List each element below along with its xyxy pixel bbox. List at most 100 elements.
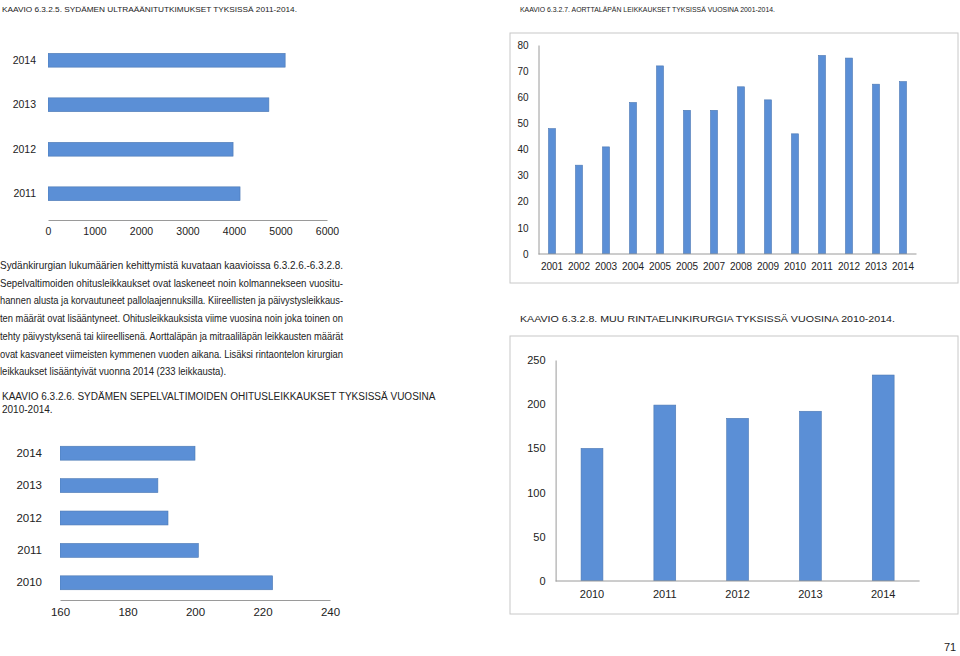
chart-title: KAAVIO 6.3.2.5. SYDÄMEN ULTRAÄÄNITUTKIMU… xyxy=(2,5,297,14)
chart: KAAVIO 6.3.2.6. SYDÄMEN SEPELVALTIMOIDEN… xyxy=(2,391,436,618)
paragraph-line: Sydänkirurgian lukumäärien kehittymistä … xyxy=(0,259,343,271)
bar xyxy=(60,511,168,525)
tick-label: 240 xyxy=(321,606,340,618)
tick-label: 2014 xyxy=(892,261,915,272)
tick-label: 2011 xyxy=(811,261,833,272)
bar xyxy=(683,110,690,254)
tick-label: 80 xyxy=(517,40,529,51)
tick: 4000 xyxy=(223,220,247,237)
tick-label: 2012 xyxy=(838,261,861,272)
tick-label: 60 xyxy=(517,92,529,103)
bar xyxy=(872,84,879,254)
tick: 2012 xyxy=(16,512,42,524)
tick-label: 3000 xyxy=(176,225,200,237)
paragraph-line: Sepelvaltimoiden ohitusleikkaukset ovat … xyxy=(0,277,343,289)
value-axis: 160180200220240 xyxy=(51,600,340,618)
value-axis: 01020304050607080 xyxy=(517,40,539,260)
tick: 2012 xyxy=(725,588,749,600)
tick: 2013 xyxy=(865,261,888,272)
category-axis: 2001200220032004200520052007200820092010… xyxy=(541,261,915,272)
bar xyxy=(764,100,771,254)
bar xyxy=(602,147,609,254)
tick: 5000 xyxy=(269,220,293,237)
tick: 2014 xyxy=(892,261,915,272)
value-axis: 0 1000 2000 3000 4000 5000 6000 xyxy=(46,220,340,237)
bar xyxy=(48,98,269,112)
tick: 2011 xyxy=(653,588,677,600)
tick: 6000 xyxy=(316,220,340,237)
tick: 2011 xyxy=(17,544,42,556)
bar xyxy=(791,134,798,254)
chart-title: KAAVIO 6.3.2.6. SYDÄMEN SEPELVALTIMOIDEN… xyxy=(2,391,436,415)
bar xyxy=(629,102,636,254)
tick: 100 xyxy=(527,487,555,499)
bar xyxy=(60,446,195,460)
tick-label: 2004 xyxy=(622,261,645,272)
baseline xyxy=(539,254,917,255)
category-axis: 2014201320122011 xyxy=(13,54,37,200)
tick-label: 50 xyxy=(533,531,545,543)
category-axis: 2010 2011 2012 2013 2014 xyxy=(580,588,896,600)
tick: 180 xyxy=(118,600,137,618)
tick-label: 2009 xyxy=(757,261,780,272)
tick-label: 4000 xyxy=(223,225,247,237)
bars xyxy=(60,446,273,590)
tick: 200 xyxy=(186,600,205,618)
tick-label: 2013 xyxy=(16,479,42,491)
tick-label: 220 xyxy=(253,606,272,618)
tick: 2012 xyxy=(13,143,37,155)
tick-label: 2005 xyxy=(649,261,672,272)
tick-label: 2014 xyxy=(871,588,895,600)
tick: 150 xyxy=(527,442,555,454)
chart-frame xyxy=(510,336,958,614)
tick: 0 xyxy=(46,220,52,237)
chart: KAAVIO 6.3.2.8. MUU RINTAELINKIRURGIA TY… xyxy=(510,313,958,614)
background xyxy=(0,0,960,656)
bar xyxy=(656,66,663,254)
bar xyxy=(654,405,676,581)
tick: 2011 xyxy=(811,261,833,272)
tick: 1000 xyxy=(83,220,107,237)
tick-label: 1000 xyxy=(83,225,107,237)
bar xyxy=(727,418,749,581)
tick-label: 250 xyxy=(527,354,545,366)
tick-label: 0 xyxy=(539,575,545,587)
tick-label: 200 xyxy=(527,398,545,410)
bars xyxy=(581,375,894,581)
bar xyxy=(48,187,240,201)
tick: 2007 xyxy=(703,261,726,272)
axis-line xyxy=(539,46,540,255)
bar xyxy=(818,55,825,254)
tick-label: 30 xyxy=(517,170,529,181)
bar xyxy=(575,165,582,254)
bar xyxy=(48,142,233,156)
tick: 30 xyxy=(517,170,538,181)
value-axis: 0 50 100 150 200 250 xyxy=(527,354,556,587)
tick-label: 10 xyxy=(517,223,529,234)
tick: 2013 xyxy=(16,479,42,491)
tick-label: 20 xyxy=(517,196,529,207)
tick: 2013 xyxy=(13,98,37,110)
axis-line xyxy=(49,220,328,221)
tick: 240 xyxy=(321,600,340,618)
bars xyxy=(548,55,906,254)
tick: 2010 xyxy=(580,588,604,600)
baseline xyxy=(556,581,920,582)
tick: 3000 xyxy=(176,220,200,237)
tick: 200 xyxy=(527,398,555,410)
tick: 2000 xyxy=(130,220,154,237)
tick-label: 2012 xyxy=(16,512,42,524)
tick-label: 2014 xyxy=(16,447,42,459)
tick: 50 xyxy=(533,531,555,543)
tick-label: 2003 xyxy=(595,261,618,272)
tick: 2013 xyxy=(798,588,822,600)
tick: 2001 xyxy=(541,261,564,272)
tick: 60 xyxy=(517,92,538,103)
paragraph-line: ovat kasvaneet viimeisten kymmenen vuode… xyxy=(0,348,343,360)
tick: 2014 xyxy=(871,588,895,600)
bar xyxy=(548,129,555,254)
tick: 2012 xyxy=(838,261,861,272)
tick-label: 2010 xyxy=(16,576,42,588)
tick-label: 100 xyxy=(527,487,545,499)
axis-line xyxy=(556,361,557,582)
